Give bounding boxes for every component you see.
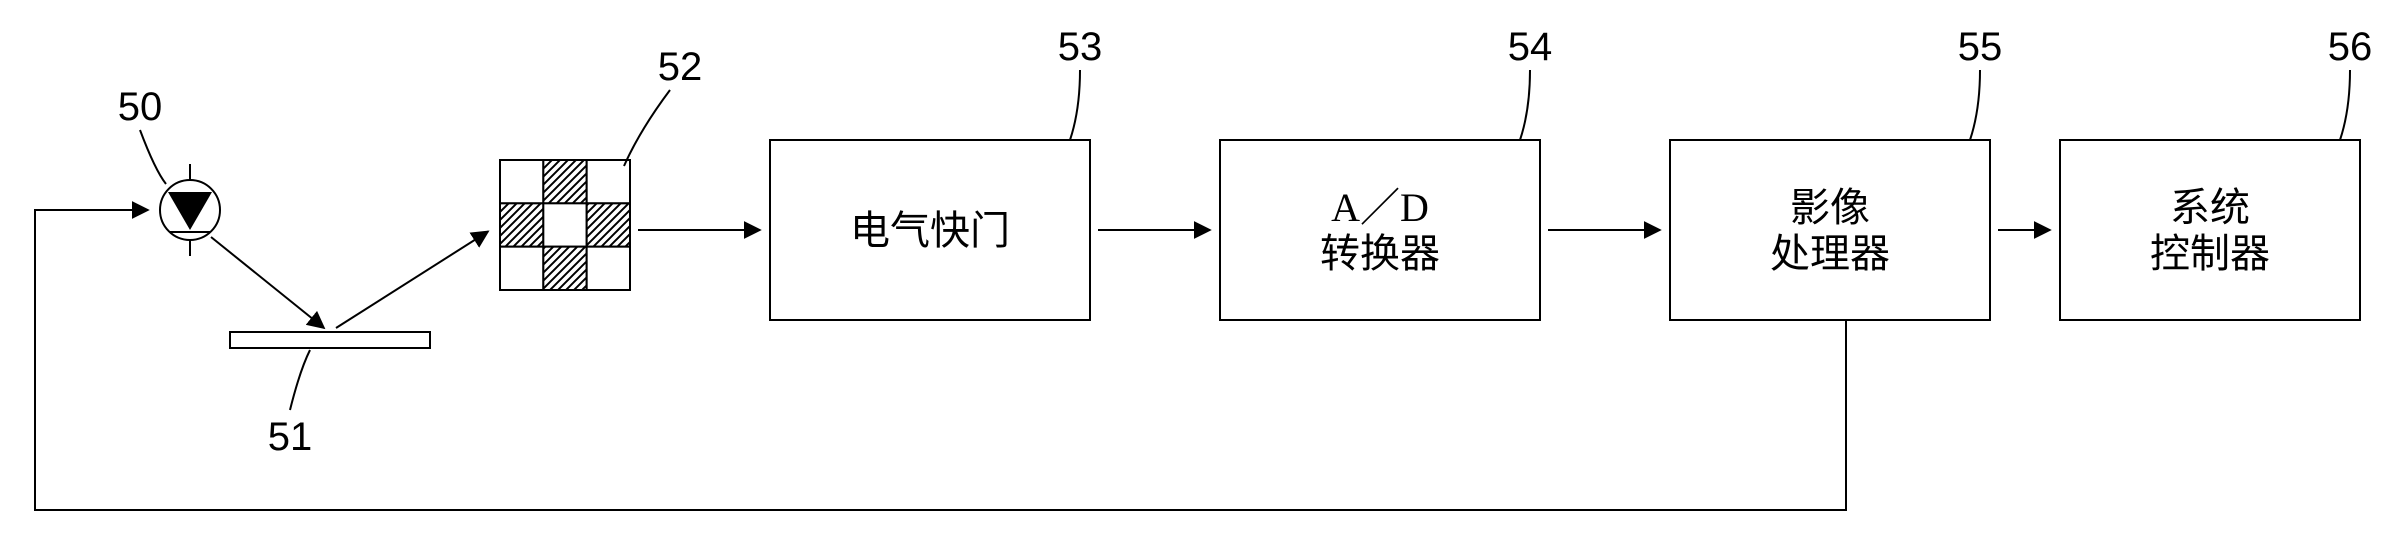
adc-box-label-0: A／D — [1331, 185, 1429, 230]
ref-56: 56 — [2328, 25, 2373, 69]
adc-box-label-1: 转换器 — [1320, 231, 1440, 276]
canvas-bg — [0, 0, 2390, 560]
ref-50: 50 — [118, 85, 163, 129]
ref-53: 53 — [1058, 25, 1103, 69]
ref-51: 51 — [268, 415, 313, 459]
system-controller-box-label-1: 控制器 — [2150, 231, 2270, 276]
image-processor-box-label-1: 处理器 — [1770, 231, 1890, 276]
system-controller-box-label-0: 系统 — [2170, 185, 2250, 230]
ref-52: 52 — [658, 45, 703, 89]
image-processor-box-label-0: 影像 — [1790, 185, 1870, 230]
shutter-box-label-0: 电气快门 — [850, 208, 1010, 253]
ref-55: 55 — [1958, 25, 2003, 69]
ref-54: 54 — [1508, 25, 1553, 69]
